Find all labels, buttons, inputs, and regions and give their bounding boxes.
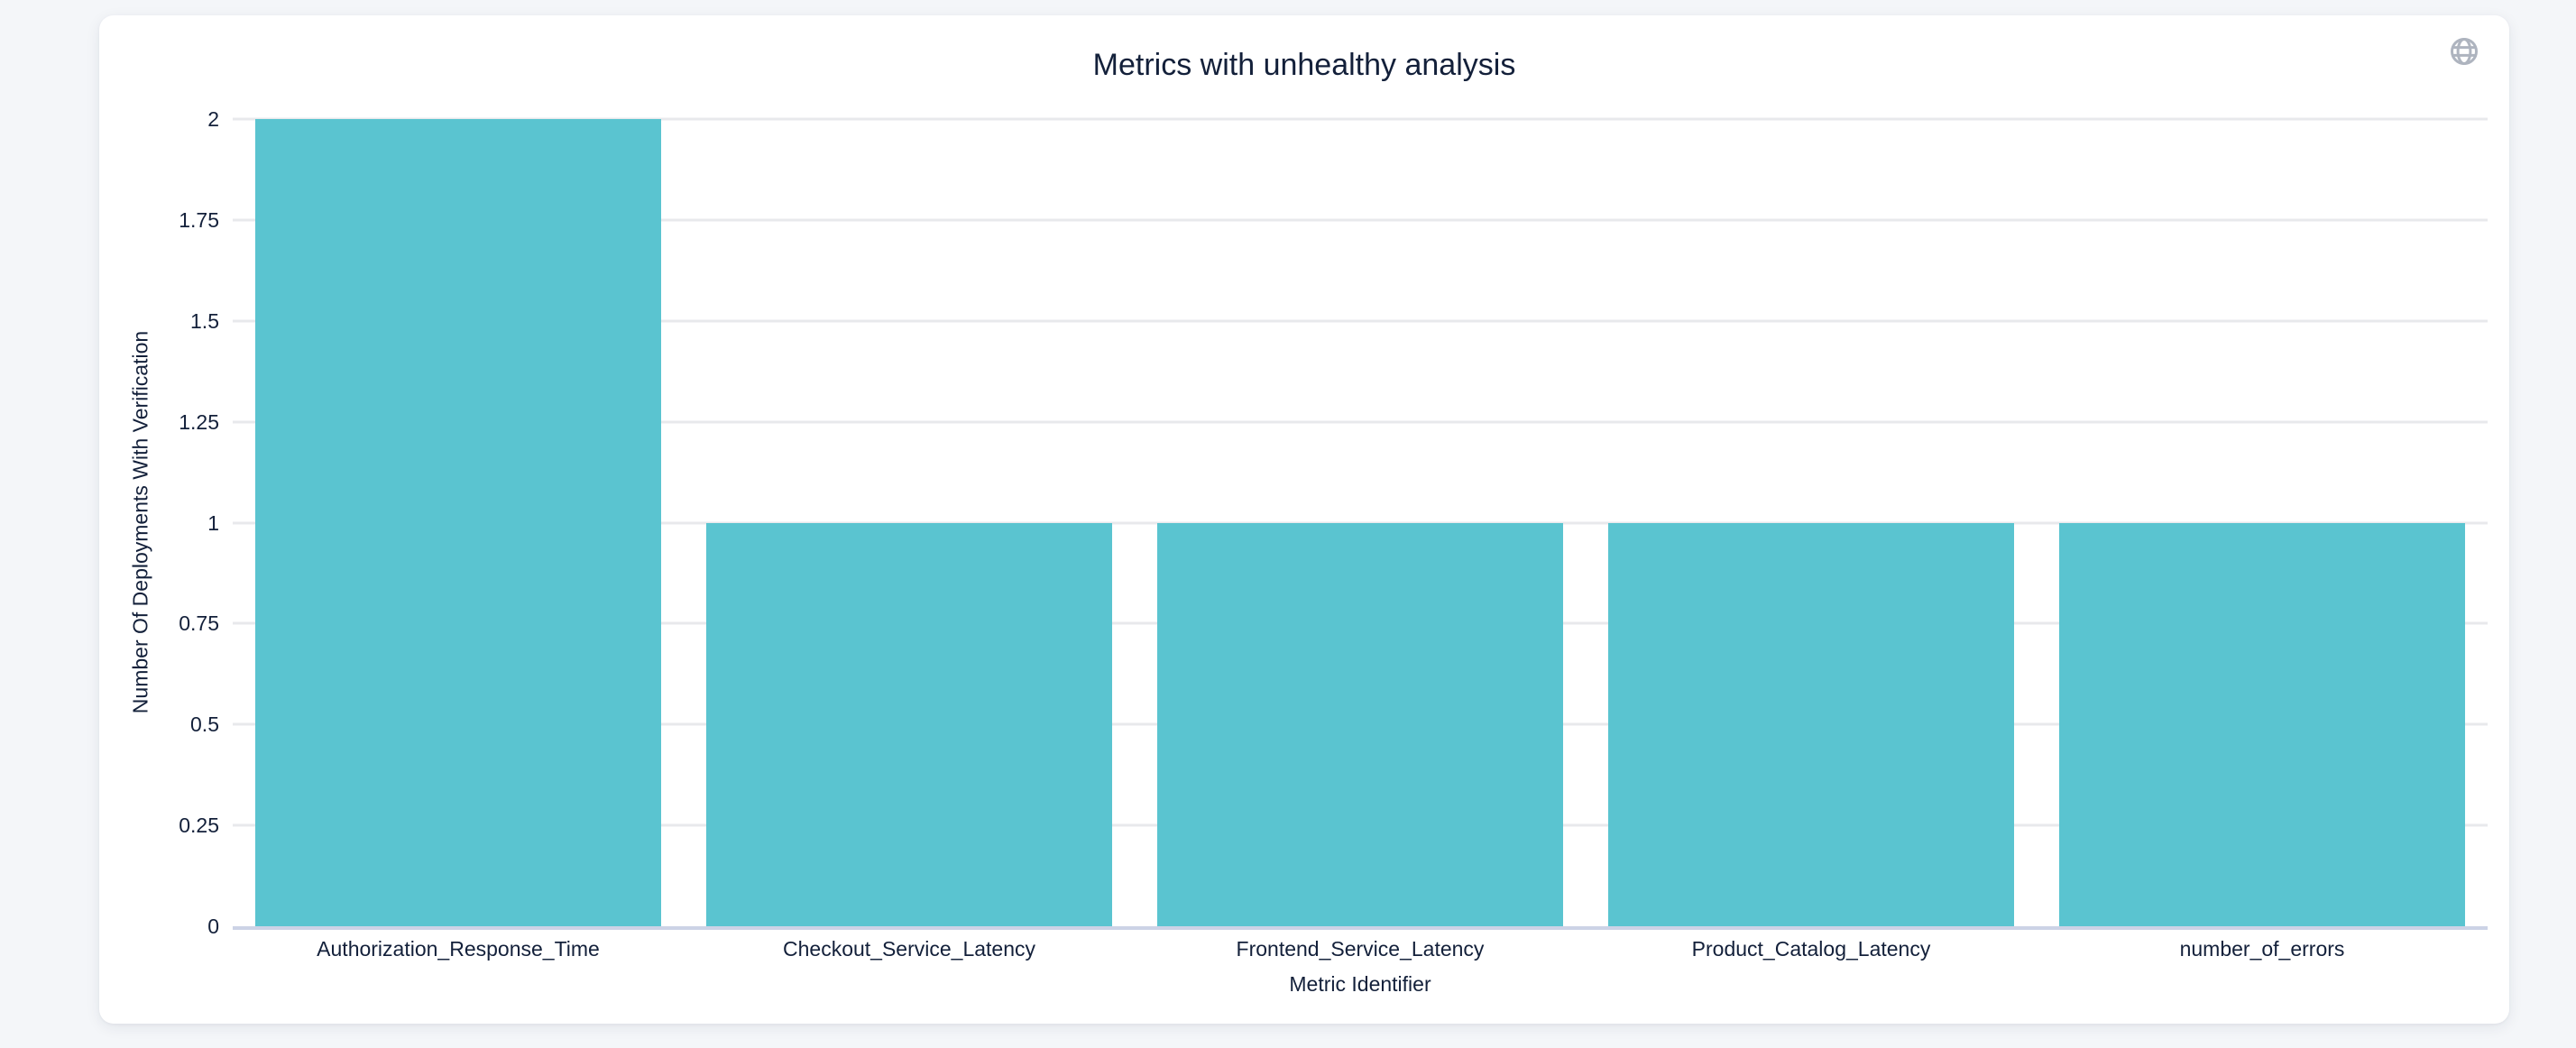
y-tick-label: 0.25: [179, 814, 219, 838]
y-tick-labels: 0 0.25 0.5 0.75 1 1.25 1.5 1.75 2: [99, 107, 219, 938]
y-tick-label: 1.75: [179, 207, 219, 232]
y-tick-label: 1.25: [179, 409, 219, 434]
gridline: [233, 420, 2488, 424]
x-tick-label: Product_Catalog_Latency: [1691, 937, 1931, 961]
bar-slot: [1135, 119, 1586, 926]
y-tick-label: 0: [207, 915, 219, 938]
x-tick-label: Checkout_Service_Latency: [783, 937, 1035, 961]
bar-slot: [233, 119, 684, 926]
gridline: [233, 117, 2488, 121]
x-tick-label: Authorization_Response_Time: [317, 937, 600, 961]
plot-area: [233, 117, 2488, 930]
chart-bar[interactable]: [1608, 522, 2014, 926]
y-tick-label: 0.5: [190, 712, 219, 737]
gridline: [233, 218, 2488, 222]
globe-icon[interactable]: [2448, 35, 2480, 68]
x-tick-label: number_of_errors: [2179, 937, 2345, 961]
x-tick-label: Frontend_Service_Latency: [1236, 937, 1485, 961]
y-tick-label: 0.75: [179, 611, 219, 636]
globe-icon-svg: [2451, 38, 2478, 65]
bar-slot: [2037, 119, 2488, 926]
bars-layer: [233, 119, 2488, 926]
chart-bar[interactable]: [1157, 522, 1563, 926]
chart-bar[interactable]: [255, 119, 661, 926]
chart-card: Metrics with unhealthy analysis Number O…: [99, 15, 2509, 1024]
y-tick-label: 1.5: [190, 308, 219, 333]
y-tick-label: 2: [207, 107, 219, 131]
x-axis-title: Metric Identifier: [1289, 972, 1431, 996]
gridline: [233, 319, 2488, 323]
bar-slot: [1586, 119, 2037, 926]
chart-title: Metrics with unhealthy analysis: [1092, 48, 1516, 82]
bar-slot: [684, 119, 1135, 926]
chart-bar[interactable]: [706, 522, 1112, 926]
chart-bar[interactable]: [2059, 522, 2465, 926]
x-tick-labels: Authorization_Response_Time Checkout_Serv…: [233, 937, 2488, 961]
y-tick-label: 1: [207, 510, 219, 535]
